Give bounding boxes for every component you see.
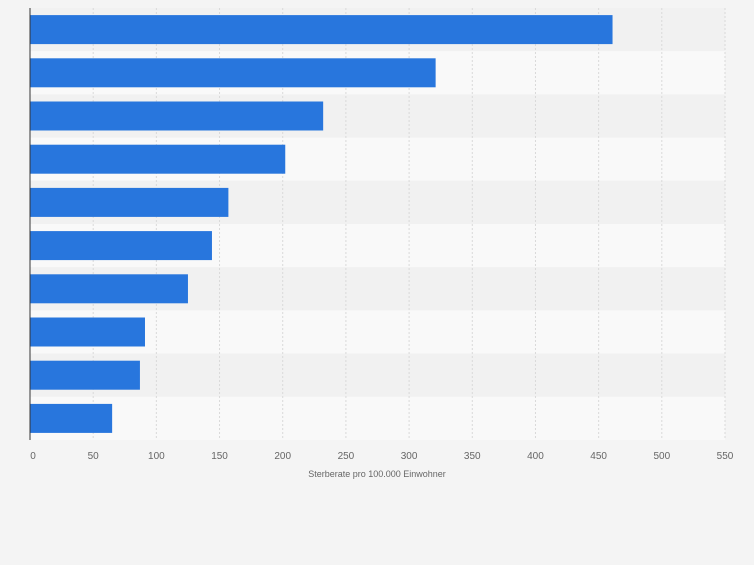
x-tick-label: 550: [717, 451, 734, 462]
x-tick-label: 150: [211, 451, 228, 462]
x-tick-label: 500: [653, 451, 670, 462]
x-tick-label: 100: [148, 451, 165, 462]
x-axis-ticks: 0 50 100 150 200 250 300 350 400 450 500 550: [30, 451, 734, 462]
x-axis-title: Sterberate pro 100.000 Einwohner: [308, 469, 446, 479]
row-band: [30, 353, 725, 397]
x-tick-label: 300: [401, 451, 418, 462]
bar[interactable]: [30, 187, 229, 217]
bar[interactable]: [30, 15, 613, 45]
bar[interactable]: [30, 58, 436, 88]
row-band: [30, 310, 725, 354]
x-tick-label: 200: [274, 451, 291, 462]
x-tick-label: 50: [88, 451, 100, 462]
x-tick-label: 400: [527, 451, 544, 462]
bar[interactable]: [30, 231, 212, 261]
x-tick-label: 0: [30, 451, 36, 462]
bar[interactable]: [30, 101, 324, 131]
bars-group: [30, 15, 613, 433]
x-tick-label: 350: [464, 451, 481, 462]
bar[interactable]: [30, 274, 188, 304]
x-tick-label: 450: [590, 451, 607, 462]
bar[interactable]: [30, 144, 286, 174]
x-tick-label: 250: [338, 451, 355, 462]
bar[interactable]: [30, 360, 140, 390]
bar[interactable]: [30, 403, 113, 433]
row-band: [30, 396, 725, 440]
bar[interactable]: [30, 317, 145, 347]
